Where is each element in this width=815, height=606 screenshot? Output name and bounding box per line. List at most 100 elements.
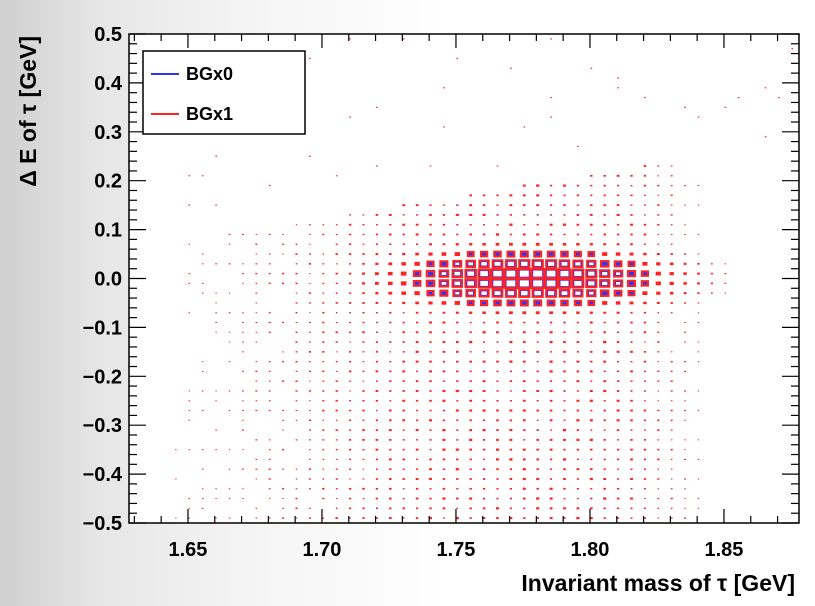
bin-bgx1 — [657, 468, 660, 470]
bin-bgx1 — [585, 278, 598, 289]
bin-bgx1 — [576, 507, 580, 510]
bin-bgx1 — [657, 488, 660, 490]
bin-bgx1 — [429, 243, 432, 246]
bin-bgx1 — [517, 268, 532, 280]
bin-bgx1 — [308, 488, 311, 490]
bin-bgx1 — [215, 292, 217, 294]
bin-bgx1 — [455, 213, 459, 217]
bin-bgx1 — [442, 233, 446, 236]
bin-bgx1 — [549, 389, 553, 393]
bin-bgx1 — [469, 204, 473, 207]
bin-bgx1 — [215, 321, 217, 324]
bin-bgx1 — [469, 380, 472, 382]
bin-bgx1 — [387, 281, 393, 286]
bin-bgx1 — [335, 419, 338, 421]
bin-bgx1 — [429, 331, 432, 334]
bin-bgx1 — [482, 243, 486, 246]
bin-bgx1 — [335, 399, 338, 402]
bin-bgx1 — [268, 185, 271, 187]
bin-bgx1 — [322, 331, 325, 334]
bin-bgx1 — [612, 279, 624, 288]
bin-bgx1 — [506, 299, 516, 307]
bin-bgx1 — [478, 288, 490, 298]
bin-bgx1 — [322, 517, 325, 519]
bin-bgx1 — [322, 263, 325, 265]
bin-bgx1 — [335, 224, 338, 226]
bin-bgx1 — [503, 268, 519, 280]
bin-bgx1 — [389, 507, 392, 510]
bin-bgx1 — [643, 252, 647, 256]
bin-bgx1 — [644, 96, 646, 99]
bin-bgx1 — [401, 262, 406, 266]
bin-bgx1 — [376, 409, 378, 412]
bin-bgx1 — [589, 213, 593, 216]
bin-bgx1 — [670, 370, 673, 373]
bin-bgx1 — [452, 259, 463, 268]
bin-bgx1 — [469, 321, 472, 324]
bin-bgx1 — [415, 223, 419, 226]
bin-bgx1 — [469, 468, 472, 470]
bin-bgx1 — [415, 477, 419, 481]
bin-bgx1 — [643, 488, 646, 490]
bin-bgx1 — [519, 250, 529, 258]
bin-bgx1 — [643, 507, 646, 510]
bin-bgx1 — [242, 419, 244, 421]
bin-bgx1 — [215, 400, 217, 402]
bin-bgx1 — [469, 458, 472, 461]
bin-bgx1 — [456, 57, 459, 60]
bin-bgx1 — [483, 370, 486, 373]
bin-bgx1 — [483, 439, 486, 441]
bin-bgx1 — [536, 350, 540, 353]
bin-bgx1 — [456, 321, 459, 324]
bin-bgx1 — [670, 184, 673, 187]
bin-bgx1 — [348, 253, 352, 255]
bin-bgx1 — [322, 224, 325, 226]
bin-bgx1 — [643, 233, 647, 236]
bin-bgx1 — [496, 194, 499, 197]
bin-bgx1 — [576, 488, 579, 490]
bin-bgx1 — [442, 350, 446, 353]
bin-bgx1 — [282, 419, 284, 421]
bin-bgx1 — [536, 321, 539, 324]
bin-bgx1 — [683, 282, 687, 285]
bin-bgx1 — [496, 478, 499, 480]
bin-bgx0 — [481, 301, 487, 305]
bin-bgx1 — [268, 390, 271, 392]
bin-bgx1 — [495, 311, 500, 315]
bin-bgx1 — [362, 302, 365, 304]
bin-bgx1 — [242, 498, 244, 500]
bin-bgx1 — [456, 204, 459, 206]
bin-bgx1 — [228, 517, 231, 519]
bin-bgx1 — [710, 282, 713, 285]
bin-bgx1 — [362, 292, 365, 295]
bin-bgx1 — [576, 516, 580, 520]
bin-bgx1 — [349, 214, 351, 216]
bin-bgx1 — [563, 438, 566, 441]
bin-bgx1 — [255, 321, 258, 324]
bin-bgx1 — [429, 409, 432, 412]
bin-bgx1 — [268, 380, 271, 382]
bin-bgx1 — [630, 468, 633, 470]
bin-bgx1 — [479, 250, 489, 258]
bin-bgx1 — [295, 370, 298, 372]
bin-bgx1 — [362, 341, 365, 343]
bin-bgx1 — [282, 282, 285, 285]
bin-bgx1 — [576, 409, 580, 412]
bin-bgx1 — [455, 350, 459, 353]
bin-bgx1 — [573, 250, 582, 258]
bin-bgx1 — [557, 278, 572, 289]
bin-bgx1 — [375, 253, 379, 256]
bin-bgx1 — [657, 507, 660, 509]
bin-bgx1 — [442, 507, 446, 510]
bin-bgx1 — [590, 174, 593, 177]
bin-bgx1 — [616, 350, 620, 353]
bin-bgx1 — [671, 224, 673, 226]
bin-bgx1 — [469, 517, 472, 519]
bin-bgx1 — [509, 400, 512, 402]
bin-bgx1 — [361, 282, 366, 285]
bin-bgx1 — [469, 224, 472, 226]
bin-bgx1 — [549, 370, 553, 373]
bin-bgx1 — [322, 292, 325, 294]
bin-bgx1 — [322, 351, 325, 353]
bin-bgx1 — [375, 517, 378, 519]
